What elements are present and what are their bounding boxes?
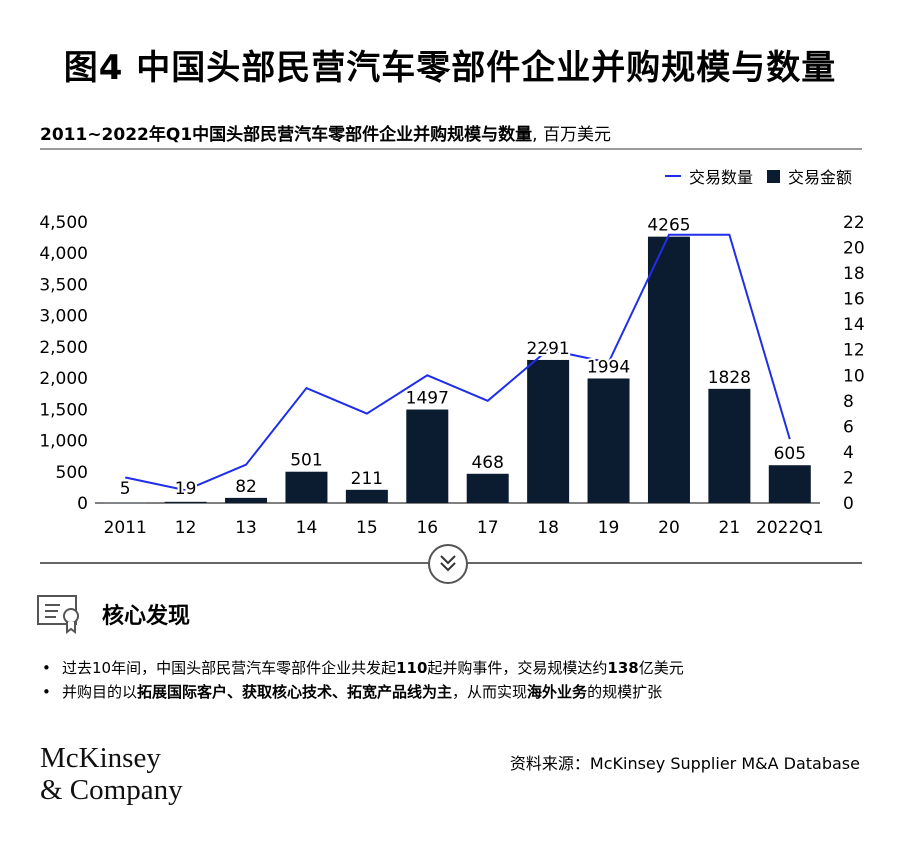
finding-text: 的规模扩张: [587, 683, 663, 701]
expand-button[interactable]: [428, 544, 468, 584]
bar: [406, 409, 449, 503]
y-left-tick-label: 1,500: [39, 400, 88, 420]
bar: [285, 471, 328, 503]
subtitle-unit: , 百万美元: [532, 125, 611, 145]
certificate-icon: [37, 595, 79, 634]
x-tick-label: 14: [296, 518, 318, 538]
x-tick-label: 16: [416, 518, 438, 538]
y-right-tick-label: 2: [843, 468, 854, 488]
y-left-tick-label: 4,500: [39, 213, 88, 233]
findings-list: 过去10年间，中国头部民营汽车零部件企业共发起110起并购事件，交易规模达约13…: [40, 656, 684, 704]
x-tick-label: 19: [598, 518, 620, 538]
finding-text: ，从而实现: [452, 683, 528, 701]
top-divider: [40, 148, 862, 150]
source-note: 资料来源：McKinsey Supplier M&A Database: [509, 754, 860, 773]
finding-text: 亿美元: [638, 659, 684, 677]
findings-title: 核心发现: [102, 604, 191, 629]
mckinsey-logo: McKinsey & Company: [40, 742, 183, 806]
page-title: 图4 中国头部民营汽车零部件企业并购规模与数量: [63, 48, 837, 88]
bar: [587, 378, 630, 503]
y-right-tick-label: 18: [843, 264, 865, 284]
y-right-tick-label: 0: [843, 494, 854, 514]
bar-data-label: 19: [175, 479, 197, 499]
finding-highlight: 138: [607, 659, 639, 677]
y-left-tick-label: 0: [77, 494, 88, 514]
chart-subtitle: 2011~2022年Q1中国头部民营汽车零部件企业并购规模与数量, 百万美元: [40, 120, 611, 145]
bar-swatch-icon: [766, 169, 780, 183]
x-tick-label: 17: [477, 518, 499, 538]
legend-item-bar: 交易金额: [766, 164, 852, 188]
bar: [708, 388, 751, 503]
bar: [647, 236, 690, 503]
y-right-tick-label: 22: [843, 213, 865, 233]
y-right-tick-label: 14: [843, 315, 865, 335]
logo-line-1: McKinsey: [40, 742, 161, 774]
bar: [466, 473, 509, 503]
x-tick-label: 20: [658, 518, 680, 538]
x-tick-label: 18: [537, 518, 559, 538]
bar: [527, 359, 570, 503]
y-right-tick-label: 20: [843, 239, 865, 259]
finding-item-1: 过去10年间，中国头部民营汽车零部件企业共发起110起并购事件，交易规模达约13…: [40, 656, 684, 680]
y-right-tick-label: 4: [843, 443, 854, 463]
bar-data-label: 4265: [647, 216, 690, 236]
bar-data-label: 501: [290, 451, 322, 471]
y-right-tick-label: 10: [843, 366, 865, 386]
bar-data-label: 1994: [587, 357, 630, 377]
y-left-tick-label: 500: [56, 463, 88, 483]
y-left-tick-label: 1,000: [39, 432, 88, 452]
bar-data-label: 82: [235, 477, 257, 497]
line-swatch-icon: [664, 175, 681, 177]
x-tick-label: 2022Q1: [756, 518, 823, 538]
bar-data-label: 211: [351, 469, 383, 489]
chart-legend: 交易数量 交易金额: [664, 164, 852, 188]
bar: [768, 465, 811, 503]
finding-highlight: 110: [396, 659, 428, 677]
bar-data-label: 605: [774, 444, 806, 464]
legend-item-line: 交易数量: [664, 164, 753, 188]
bar-data-label: 1828: [708, 368, 751, 388]
bar-data-label: 2291: [526, 339, 569, 359]
finding-highlight: 海外业务: [527, 683, 588, 701]
logo-line-2: & Company: [40, 774, 183, 806]
x-tick-label: 15: [356, 518, 378, 538]
finding-text: 并购目的以: [62, 683, 138, 701]
y-right-tick-label: 16: [843, 290, 865, 310]
y-left-tick-label: 4,000: [39, 244, 88, 264]
finding-text: 过去10年间，中国头部民营汽车零部件企业共发起: [62, 659, 397, 677]
bar: [345, 489, 388, 503]
x-tick-label: 13: [235, 518, 257, 538]
x-tick-label: 21: [719, 518, 741, 538]
legend-bar-label: 交易金额: [787, 168, 852, 187]
subtitle-text: 2011~2022年Q1中国头部民营汽车零部件企业并购规模与数量: [40, 125, 533, 145]
y-left-tick-label: 2,000: [39, 369, 88, 389]
y-right-tick-label: 8: [843, 392, 854, 412]
y-right-tick-label: 6: [843, 417, 854, 437]
finding-item-2: 并购目的以拓展国际客户、获取核心技术、拓宽产品线为主，从而实现海外业务的规模扩张: [40, 680, 684, 704]
bar: [164, 501, 207, 503]
bar: [225, 497, 268, 503]
x-tick-label: 2011: [104, 518, 147, 538]
bar-data-label: 468: [471, 453, 503, 473]
combo-chart: 0 500 1,000 1,500 2,000 2,500 3,000 3,500 4,000 4…: [39, 213, 865, 538]
bar: [104, 502, 147, 504]
y-right-tick-label: 12: [843, 341, 865, 361]
finding-highlight: 拓展国际客户、获取核心技术、拓宽产品线为主: [137, 683, 453, 701]
bar-data-label: 5: [120, 479, 131, 499]
series-line: [125, 233, 791, 492]
y-left-tick-label: 2,500: [39, 338, 88, 358]
y-left-tick-label: 3,000: [39, 307, 88, 327]
bar-data-label: 1497: [406, 389, 449, 409]
x-tick-label: 12: [175, 518, 197, 538]
legend-line-label: 交易数量: [688, 168, 753, 187]
double-chevron-down-icon: [440, 555, 456, 572]
y-left-tick-label: 3,500: [39, 275, 88, 295]
finding-text: 起并购事件，交易规模达约: [427, 659, 608, 677]
